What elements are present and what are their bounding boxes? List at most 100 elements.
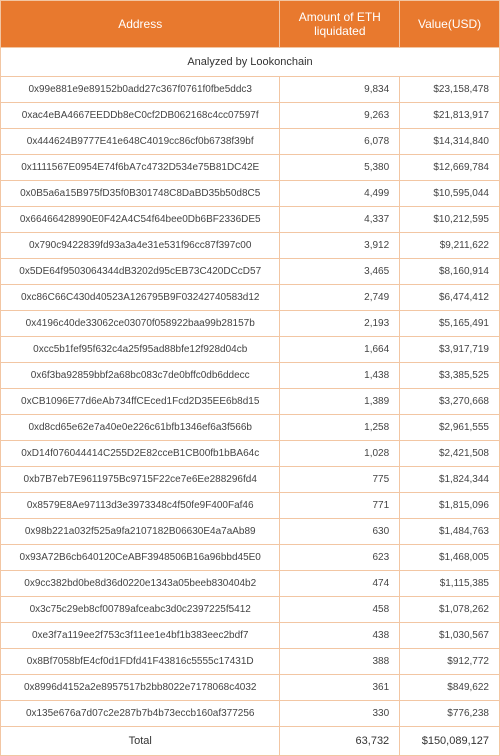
- table-row: 0xd8cd65e62e7a40e0e226c61bfb1346ef6a3f56…: [1, 415, 500, 441]
- cell-address: 0x4196c40de33062ce03070f058922baa99b2815…: [1, 311, 280, 337]
- cell-amount: 3,912: [280, 233, 400, 259]
- table-row: 0x9cc382bd0be8d36d0220e1343a05beeb830404…: [1, 571, 500, 597]
- table-row: 0x135e676a7d07c2e287b7b4b73eccb160af3772…: [1, 701, 500, 727]
- cell-address: 0x98b221a032f525a9fa2107182B06630E4a7aAb…: [1, 519, 280, 545]
- cell-amount: 630: [280, 519, 400, 545]
- cell-value: $14,314,840: [400, 129, 500, 155]
- cell-amount: 775: [280, 467, 400, 493]
- cell-amount: 1,028: [280, 441, 400, 467]
- cell-address: 0x135e676a7d07c2e287b7b4b73eccb160af3772…: [1, 701, 280, 727]
- cell-amount: 388: [280, 649, 400, 675]
- cell-address: 0x3c75c29eb8cf00789afceabc3d0c2397225f54…: [1, 597, 280, 623]
- cell-amount: 1,389: [280, 389, 400, 415]
- cell-value: $21,813,917: [400, 103, 500, 129]
- cell-amount: 4,499: [280, 181, 400, 207]
- cell-value: $1,030,567: [400, 623, 500, 649]
- table-row: 0x99e881e9e89152b0add27c367f0761f0fbe5dd…: [1, 77, 500, 103]
- cell-value: $3,385,525: [400, 363, 500, 389]
- cell-amount: 361: [280, 675, 400, 701]
- cell-amount: 9,263: [280, 103, 400, 129]
- cell-value: $1,468,005: [400, 545, 500, 571]
- table-total-row: Total 63,732 $150,089,127: [1, 727, 500, 756]
- cell-value: $1,824,344: [400, 467, 500, 493]
- cell-address: 0x6f3ba92859bbf2a68bc083c7de0bffc0db6dde…: [1, 363, 280, 389]
- table-row: 0x1111567E0954E74f6bA7c4732D534e75B81DC4…: [1, 155, 500, 181]
- cell-address: 0x5DE64f9503064344dB3202d95cEB73C420DCcD…: [1, 259, 280, 285]
- cell-value: $1,815,096: [400, 493, 500, 519]
- cell-address: 0x9cc382bd0be8d36d0220e1343a05beeb830404…: [1, 571, 280, 597]
- cell-value: $849,622: [400, 675, 500, 701]
- cell-address: 0x790c9422839fd93a3a4e31e531f96cc87f397c…: [1, 233, 280, 259]
- table-row: 0x66466428990E0F42A4C54f64bee0Db6BF2336D…: [1, 207, 500, 233]
- cell-address: 0xc86C66C430d40523A126795B9F03242740583d…: [1, 285, 280, 311]
- cell-value: $3,270,668: [400, 389, 500, 415]
- cell-value: $3,917,719: [400, 337, 500, 363]
- cell-amount: 1,258: [280, 415, 400, 441]
- cell-value: $10,595,044: [400, 181, 500, 207]
- liquidation-table: Address Amount of ETH liquidated Value(U…: [0, 0, 500, 756]
- cell-value: $912,772: [400, 649, 500, 675]
- cell-amount: 9,834: [280, 77, 400, 103]
- table-row: 0xb7B7eb7E9611975Bc9715F22ce7e6Ee288296f…: [1, 467, 500, 493]
- cell-address: 0x1111567E0954E74f6bA7c4732D534e75B81DC4…: [1, 155, 280, 181]
- cell-address: 0xD14f076044414C255D2E82cceB1CB00fb1bBA6…: [1, 441, 280, 467]
- cell-address: 0x8579E8Ae97113d3e3973348c4f50fe9F400Faf…: [1, 493, 280, 519]
- cell-amount: 2,193: [280, 311, 400, 337]
- cell-amount: 6,078: [280, 129, 400, 155]
- table-body: 0x99e881e9e89152b0add27c367f0761f0fbe5dd…: [1, 77, 500, 727]
- cell-address: 0x8Bf7058bfE4cf0d1FDfd41F43816c5555c1743…: [1, 649, 280, 675]
- cell-value: $1,115,385: [400, 571, 500, 597]
- cell-amount: 1,664: [280, 337, 400, 363]
- cell-value: $10,212,595: [400, 207, 500, 233]
- cell-value: $6,474,412: [400, 285, 500, 311]
- cell-amount: 438: [280, 623, 400, 649]
- table-row: 0x6f3ba92859bbf2a68bc083c7de0bffc0db6dde…: [1, 363, 500, 389]
- table-header-row: Address Amount of ETH liquidated Value(U…: [1, 1, 500, 48]
- analyzed-by-label: Analyzed by Lookonchain: [1, 48, 500, 77]
- table-row: 0x93A72B6cb640120CeABF3948506B16a96bbd45…: [1, 545, 500, 571]
- cell-address: 0x0B5a6a15B975fD35f0B301748C8DaBD35b50d8…: [1, 181, 280, 207]
- cell-value: $2,961,555: [400, 415, 500, 441]
- table-row: 0x0B5a6a15B975fD35f0B301748C8DaBD35b50d8…: [1, 181, 500, 207]
- cell-address: 0xb7B7eb7E9611975Bc9715F22ce7e6Ee288296f…: [1, 467, 280, 493]
- cell-address: 0x8996d4152a2e8957517b2bb8022e7178068c40…: [1, 675, 280, 701]
- table-row: 0xcc5b1fef95f632c4a25f95ad88bfe12f928d04…: [1, 337, 500, 363]
- table-row: 0x8Bf7058bfE4cf0d1FDfd41F43816c5555c1743…: [1, 649, 500, 675]
- cell-value: $776,238: [400, 701, 500, 727]
- cell-address: 0xe3f7a119ee2f753c3f11ee1e4bf1b383eec2bd…: [1, 623, 280, 649]
- cell-amount: 771: [280, 493, 400, 519]
- cell-amount: 5,380: [280, 155, 400, 181]
- cell-address: 0x444624B9777E41e648C4019cc86cf0b6738f39…: [1, 129, 280, 155]
- cell-address: 0xcc5b1fef95f632c4a25f95ad88bfe12f928d04…: [1, 337, 280, 363]
- table-row: 0x3c75c29eb8cf00789afceabc3d0c2397225f54…: [1, 597, 500, 623]
- cell-value: $23,158,478: [400, 77, 500, 103]
- cell-address: 0x66466428990E0F42A4C54f64bee0Db6BF2336D…: [1, 207, 280, 233]
- table-row: 0x5DE64f9503064344dB3202d95cEB73C420DCcD…: [1, 259, 500, 285]
- header-amount: Amount of ETH liquidated: [280, 1, 400, 48]
- table-row: 0x8579E8Ae97113d3e3973348c4f50fe9F400Faf…: [1, 493, 500, 519]
- header-value: Value(USD): [400, 1, 500, 48]
- total-amount: 63,732: [280, 727, 400, 756]
- cell-value: $8,160,914: [400, 259, 500, 285]
- cell-value: $12,669,784: [400, 155, 500, 181]
- cell-value: $2,421,508: [400, 441, 500, 467]
- table-row: 0xCB1096E77d6eAb734ffCEced1Fcd2D35EE6b8d…: [1, 389, 500, 415]
- cell-value: $1,484,763: [400, 519, 500, 545]
- cell-amount: 458: [280, 597, 400, 623]
- table-row: 0x444624B9777E41e648C4019cc86cf0b6738f39…: [1, 129, 500, 155]
- cell-value: $9,211,622: [400, 233, 500, 259]
- total-value: $150,089,127: [400, 727, 500, 756]
- cell-amount: 330: [280, 701, 400, 727]
- cell-address: 0xd8cd65e62e7a40e0e226c61bfb1346ef6a3f56…: [1, 415, 280, 441]
- table-row: 0xe3f7a119ee2f753c3f11ee1e4bf1b383eec2bd…: [1, 623, 500, 649]
- header-address: Address: [1, 1, 280, 48]
- cell-address: 0xac4eBA4667EEDDb8eC0cf2DB062168c4cc0759…: [1, 103, 280, 129]
- total-label: Total: [1, 727, 280, 756]
- cell-value: $5,165,491: [400, 311, 500, 337]
- cell-address: 0x93A72B6cb640120CeABF3948506B16a96bbd45…: [1, 545, 280, 571]
- table-row: 0xac4eBA4667EEDDb8eC0cf2DB062168c4cc0759…: [1, 103, 500, 129]
- table-subheader-row: Analyzed by Lookonchain: [1, 48, 500, 77]
- cell-amount: 474: [280, 571, 400, 597]
- table-row: 0x4196c40de33062ce03070f058922baa99b2815…: [1, 311, 500, 337]
- cell-address: 0xCB1096E77d6eAb734ffCEced1Fcd2D35EE6b8d…: [1, 389, 280, 415]
